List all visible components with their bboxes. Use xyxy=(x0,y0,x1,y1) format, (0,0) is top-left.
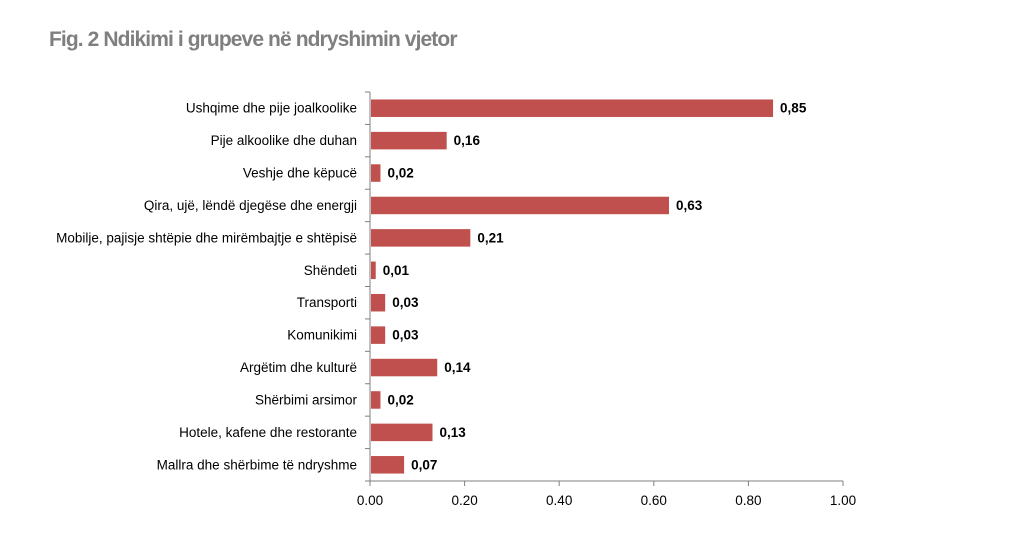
bar xyxy=(371,358,438,377)
data-label: 0,03 xyxy=(392,328,419,343)
category-label: Qira, ujë, lëndë djegëse dhe energji xyxy=(144,198,357,213)
x-tick-label: 0.40 xyxy=(546,493,572,508)
category-label: Shëndeti xyxy=(304,263,357,278)
category-label: Transporti xyxy=(297,295,357,310)
x-tick-label: 0.80 xyxy=(735,493,761,508)
x-tick-label: 0.60 xyxy=(641,493,667,508)
data-label: 0,16 xyxy=(454,133,481,148)
bar xyxy=(371,391,381,409)
category-label: Veshje dhe këpucë xyxy=(243,166,357,181)
bar xyxy=(371,164,381,182)
bar xyxy=(371,131,447,150)
data-label: 0,21 xyxy=(477,230,504,245)
bar xyxy=(371,423,433,442)
data-label: 0,02 xyxy=(387,166,413,181)
data-label: 0,01 xyxy=(383,263,410,278)
category-label: Shërbimi arsimor xyxy=(255,392,358,407)
data-label: 0,03 xyxy=(392,295,419,310)
category-label: Mallra dhe shërbime të ndryshme xyxy=(157,457,357,472)
category-label: Komunikimi xyxy=(287,328,357,343)
bar xyxy=(371,196,669,215)
category-label: Ushqime dhe pije joalkoolike xyxy=(186,101,357,116)
bar xyxy=(371,229,471,247)
bar xyxy=(371,261,376,280)
category-label: Mobilje, pajisje shtëpie dhe mirëmbajtje… xyxy=(56,230,357,245)
bar xyxy=(371,456,405,474)
bar xyxy=(371,293,386,312)
data-label: 0,85 xyxy=(780,101,807,116)
plot-area: Ushqime dhe pije joalkoolike 0,85 Pije alk… xyxy=(56,91,856,508)
data-label: 0,07 xyxy=(411,457,437,472)
category-label: Pije alkoolike dhe duhan xyxy=(211,133,357,148)
data-label: 0,02 xyxy=(387,392,413,407)
x-tick-label: 0.20 xyxy=(451,493,477,508)
category-label: Hotele, kafene dhe restorante xyxy=(179,425,357,440)
chart-title: Fig. 2 Ndikimi i grupeve në ndryshimin v… xyxy=(49,28,458,51)
data-label: 0,14 xyxy=(444,360,471,375)
x-tick-label: 0.00 xyxy=(357,493,383,508)
x-tick-label: 1.00 xyxy=(830,493,856,508)
category-label: Argëtim dhe kulturë xyxy=(240,360,357,375)
bar xyxy=(371,99,774,117)
data-label: 0,63 xyxy=(676,198,703,213)
bar xyxy=(371,326,386,344)
data-label: 0,13 xyxy=(439,425,466,440)
